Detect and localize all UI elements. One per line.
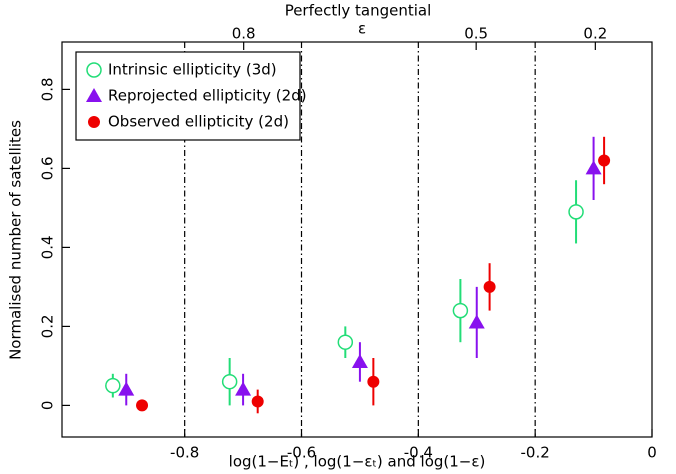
legend-marker [86, 62, 102, 78]
point [105, 377, 121, 394]
point [585, 160, 602, 175]
point [598, 154, 611, 167]
y-tick-label: 0 [39, 401, 57, 411]
y-tick-label: 0.8 [39, 77, 57, 101]
legend-label: Reprojected ellipticity (2d) [108, 87, 307, 105]
legend-label: Observed ellipticity (2d) [108, 113, 289, 131]
y-axis-label: Normalised number of satellites [7, 120, 25, 360]
plot-frame [61, 41, 653, 438]
y-tick-label: 0.2 [39, 314, 57, 338]
legend-marker [86, 88, 102, 102]
point [235, 381, 252, 396]
point [221, 373, 238, 390]
point [337, 334, 354, 350]
x-tick-label: -0.8 [170, 444, 199, 462]
point [351, 353, 368, 368]
point [468, 314, 485, 329]
x-tick-label: 0 [647, 444, 657, 462]
x2-tick-label: 0.5 [464, 25, 488, 43]
y-tick-label: 0.6 [39, 156, 57, 180]
point [483, 280, 496, 293]
point [118, 381, 135, 396]
y-tick-label: 0.4 [39, 235, 57, 259]
legend-label: Intrinsic ellipticity (3d) [108, 61, 277, 79]
legend-marker [88, 116, 100, 128]
point [367, 375, 380, 388]
point [251, 395, 264, 408]
point [568, 204, 584, 220]
legend-box [75, 51, 301, 141]
x2-axis-label: ε [358, 20, 366, 38]
x-tick-label: -0.2 [521, 444, 550, 462]
x-tick-label: -0.4 [404, 444, 433, 462]
x2-tick-label: 0.2 [583, 25, 607, 43]
x-axis-label: log(1−Eₜ) , log(1−εₜ) and log(1−ε) [229, 453, 486, 471]
x2-tick-label: 0.8 [232, 25, 256, 43]
chart-title: Perfectly tangential [285, 2, 432, 20]
x-tick-label: -0.6 [287, 444, 316, 462]
point [136, 399, 149, 412]
point [452, 302, 469, 319]
